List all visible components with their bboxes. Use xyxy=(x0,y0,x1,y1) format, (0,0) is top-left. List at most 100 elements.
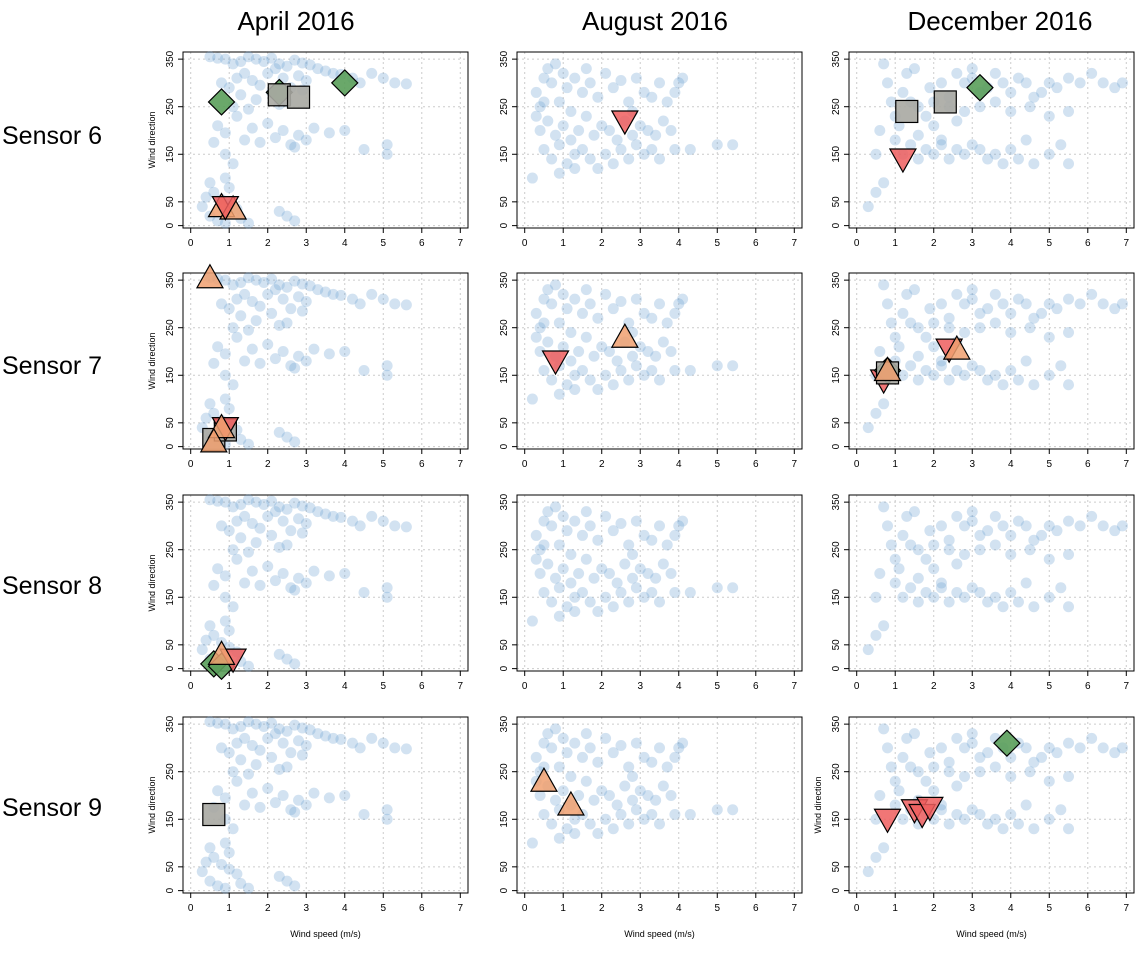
row-title-sensor-8: Sensor 8 xyxy=(2,572,103,600)
data-point xyxy=(538,587,550,599)
data-point xyxy=(592,384,604,396)
x-tick-label: 0 xyxy=(522,238,528,249)
data-point xyxy=(293,129,305,141)
data-point xyxy=(1055,804,1067,816)
data-point xyxy=(358,365,370,377)
data-point xyxy=(654,818,665,830)
x-tick-label: 3 xyxy=(303,238,309,249)
y-tick-label: 350 xyxy=(165,271,176,288)
data-point xyxy=(289,880,301,892)
data-point xyxy=(546,153,558,165)
data-point xyxy=(615,587,627,599)
data-point xyxy=(553,610,565,622)
data-point xyxy=(542,115,554,127)
data-point xyxy=(285,525,297,537)
data-point xyxy=(623,539,635,551)
y-tick-label: 50 xyxy=(831,861,842,873)
data-point xyxy=(526,172,538,184)
data-point xyxy=(928,761,940,773)
data-point xyxy=(966,139,978,151)
data-point xyxy=(227,501,239,513)
y-tick-label: 0 xyxy=(499,665,510,671)
data-point xyxy=(646,312,658,324)
data-point xyxy=(889,577,901,589)
data-point xyxy=(212,785,224,797)
data-point xyxy=(293,513,305,525)
data-point xyxy=(611,134,623,146)
y-tick-label: 0 xyxy=(165,443,176,449)
data-point xyxy=(1043,77,1055,89)
data-point xyxy=(208,136,220,148)
data-point xyxy=(920,331,932,343)
data-point xyxy=(611,799,623,811)
data-point xyxy=(584,596,596,608)
data-point xyxy=(530,307,542,319)
data-point xyxy=(889,134,901,146)
data-point xyxy=(557,120,569,132)
data-point xyxy=(242,660,254,672)
panel-r1-c0: 0 1 2 3 4 5 6 7 0 50 150 250 350 Wind direction xyxy=(147,263,469,470)
data-point xyxy=(935,298,947,310)
y-tick-label: 350 xyxy=(499,50,510,67)
data-point xyxy=(273,426,285,438)
data-point xyxy=(951,288,963,300)
data-point xyxy=(951,780,963,792)
data-point xyxy=(959,520,971,532)
data-point xyxy=(580,63,592,75)
data-point xyxy=(273,541,285,553)
data-point xyxy=(1097,298,1109,310)
data-point xyxy=(638,307,650,319)
triangle-down-marker xyxy=(873,808,902,834)
data-point xyxy=(212,495,224,507)
data-point xyxy=(258,721,270,733)
data-point xyxy=(366,288,378,300)
x-tick-label: 3 xyxy=(637,238,643,249)
data-point xyxy=(951,587,963,599)
data-point xyxy=(661,539,673,551)
data-point xyxy=(262,67,274,79)
data-point xyxy=(862,201,874,213)
data-point xyxy=(951,809,963,821)
data-point xyxy=(219,393,231,405)
data-point xyxy=(584,520,596,532)
data-point xyxy=(592,828,604,840)
data-point xyxy=(300,296,312,308)
y-tick-label: 50 xyxy=(165,417,176,429)
data-point xyxy=(982,525,994,537)
data-point xyxy=(200,634,212,646)
data-point xyxy=(235,499,247,511)
data-point xyxy=(254,579,266,591)
data-point xyxy=(603,789,615,801)
data-point xyxy=(684,144,696,156)
data-point xyxy=(208,186,220,198)
data-point xyxy=(546,742,558,754)
triangle-up-marker xyxy=(610,322,639,348)
triangle-down-marker xyxy=(915,796,944,822)
data-point xyxy=(254,300,266,312)
data-point xyxy=(974,101,986,113)
data-point xyxy=(623,818,635,830)
data-point xyxy=(982,303,994,315)
data-point xyxy=(1028,379,1040,391)
data-point xyxy=(1012,596,1024,608)
data-point xyxy=(935,134,947,146)
y-tick-label: 50 xyxy=(831,639,842,651)
data-point xyxy=(1043,148,1055,160)
data-point xyxy=(677,737,689,749)
panel-frame xyxy=(182,716,469,894)
data-point xyxy=(920,365,932,377)
data-point xyxy=(565,326,577,338)
y-tick-label: 250 xyxy=(831,763,842,780)
x-tick-label: 2 xyxy=(931,459,937,470)
data-point xyxy=(611,355,623,367)
y-tick-label: 50 xyxy=(499,861,510,873)
data-point xyxy=(974,144,986,156)
y-tick-label: 0 xyxy=(165,222,176,228)
data-point xyxy=(935,360,947,372)
data-point xyxy=(584,153,596,165)
data-point xyxy=(204,620,216,632)
data-point xyxy=(615,518,627,530)
panel-r1-c2: 0 1 2 3 4 5 6 7 0 50 150 250 350 xyxy=(831,271,1135,470)
x-tick-label: 3 xyxy=(969,681,975,692)
data-point xyxy=(335,289,347,301)
